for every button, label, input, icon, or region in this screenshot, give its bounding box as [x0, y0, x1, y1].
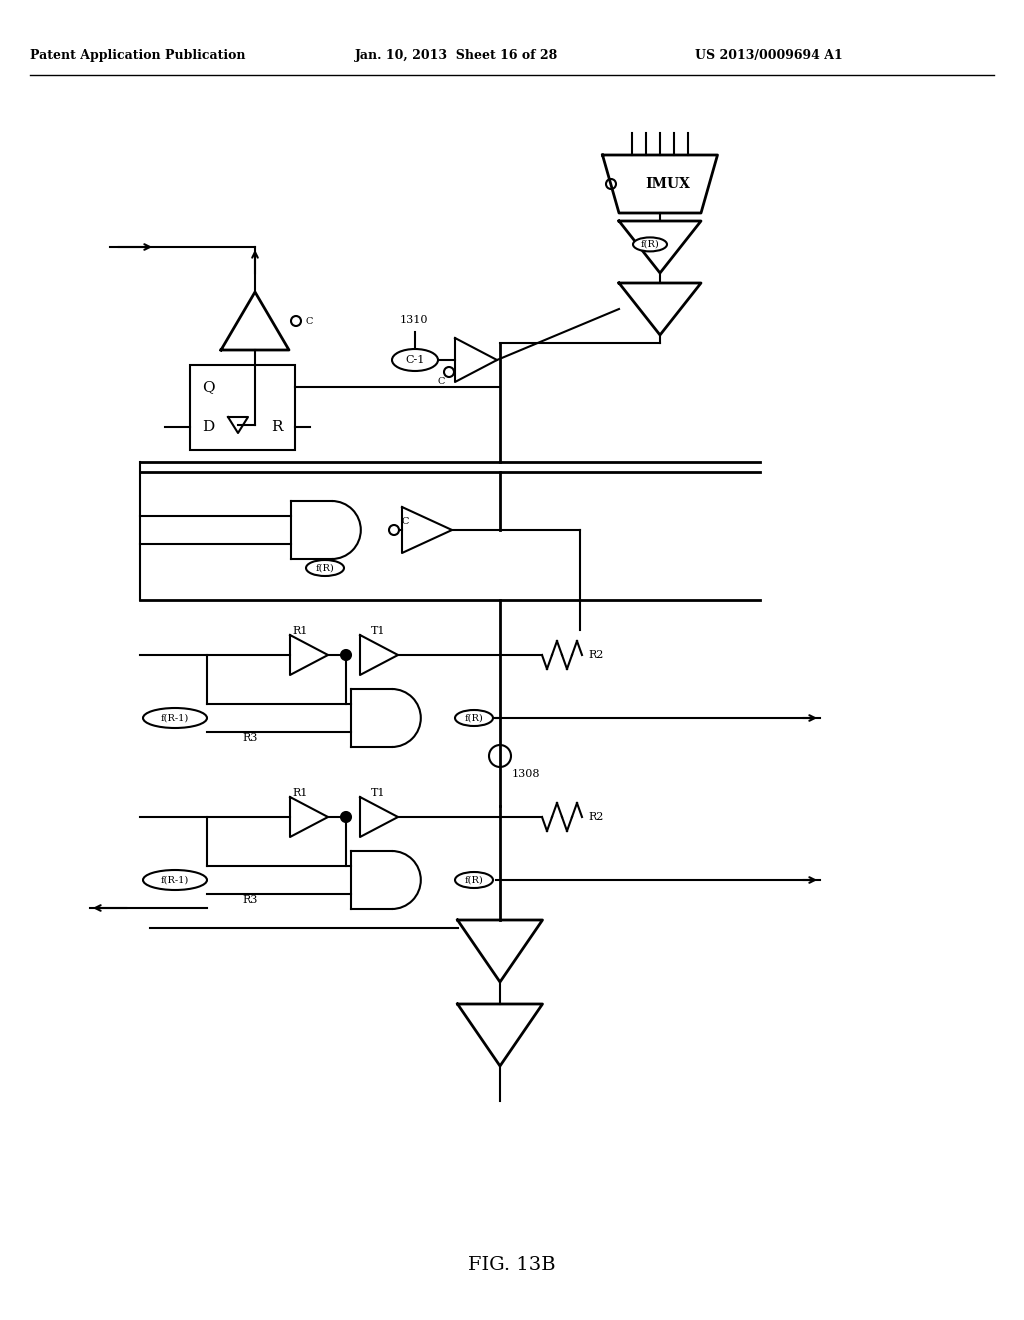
Text: T1: T1: [371, 788, 385, 799]
Text: D: D: [202, 420, 214, 434]
Text: T1: T1: [371, 626, 385, 636]
Polygon shape: [618, 220, 701, 273]
Text: f(R-1): f(R-1): [161, 875, 189, 884]
Polygon shape: [458, 1005, 543, 1067]
Polygon shape: [602, 154, 718, 213]
Text: R1: R1: [292, 788, 307, 799]
Text: 1308: 1308: [512, 770, 541, 779]
Text: 1310: 1310: [400, 315, 428, 325]
Text: f(R): f(R): [465, 714, 483, 722]
Bar: [190, 366, 295, 450]
Text: Patent Application Publication: Patent Application Publication: [30, 49, 246, 62]
Text: IMUX: IMUX: [645, 177, 690, 191]
Text: R1: R1: [292, 626, 307, 636]
Ellipse shape: [633, 238, 667, 251]
Text: R2: R2: [588, 812, 603, 822]
Ellipse shape: [143, 708, 207, 729]
Text: US 2013/0009694 A1: US 2013/0009694 A1: [695, 49, 843, 62]
Polygon shape: [360, 635, 398, 675]
Polygon shape: [455, 338, 497, 381]
Polygon shape: [402, 507, 452, 553]
Circle shape: [341, 812, 351, 822]
Text: f(R): f(R): [315, 564, 335, 573]
Text: C: C: [437, 378, 444, 387]
Circle shape: [341, 649, 351, 660]
Text: f(R): f(R): [641, 240, 659, 249]
Polygon shape: [290, 797, 328, 837]
Text: R3: R3: [243, 733, 258, 743]
Polygon shape: [458, 920, 543, 982]
Polygon shape: [360, 797, 398, 837]
Text: Jan. 10, 2013  Sheet 16 of 28: Jan. 10, 2013 Sheet 16 of 28: [355, 49, 558, 62]
Ellipse shape: [306, 560, 344, 576]
Polygon shape: [618, 282, 701, 335]
Text: C: C: [305, 317, 312, 326]
Text: R2: R2: [588, 649, 603, 660]
Polygon shape: [290, 635, 328, 675]
Ellipse shape: [455, 710, 493, 726]
Ellipse shape: [455, 873, 493, 888]
Polygon shape: [221, 292, 289, 350]
Text: R: R: [271, 420, 283, 434]
Text: R3: R3: [243, 895, 258, 906]
Ellipse shape: [143, 870, 207, 890]
Text: f(R-1): f(R-1): [161, 714, 189, 722]
Text: Q: Q: [202, 380, 214, 393]
Text: FIG. 13B: FIG. 13B: [468, 1257, 556, 1274]
Text: f(R): f(R): [465, 875, 483, 884]
Text: C-1: C-1: [406, 355, 425, 366]
Ellipse shape: [392, 348, 438, 371]
Text: C: C: [402, 517, 410, 527]
